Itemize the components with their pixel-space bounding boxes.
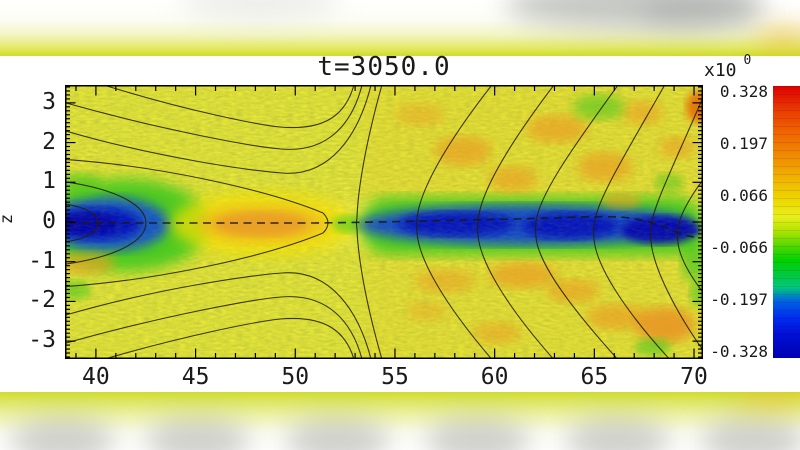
y-tick-label: -1 [28, 247, 56, 274]
y-tick-label: 2 [42, 128, 56, 155]
x-tick-label: 70 [680, 364, 708, 390]
x-tick-label: 65 [580, 364, 609, 390]
x-tick-label: 40 [82, 364, 110, 390]
axis-ticks [66, 86, 702, 358]
axes-frame [65, 85, 703, 359]
blur-smudge [738, 392, 800, 408]
blur-smudge [285, 418, 390, 450]
x-tick-label: 45 [181, 364, 210, 390]
top-letterbox-blur [0, 0, 800, 56]
y-tick-label: -3 [28, 327, 56, 354]
colorbar-tick-label: 0.197 [719, 133, 768, 153]
blur-smudge [10, 418, 115, 450]
colorbar-tick-label: -0.328 [710, 342, 768, 361]
heatmap-plot [65, 85, 703, 359]
blur-smudge [700, 418, 800, 450]
colorbar-tick-label: -0.197 [710, 290, 768, 310]
blur-smudge [640, 0, 760, 28]
colorbar-tick-label: 0.328 [719, 82, 768, 101]
y-axis-label: z [0, 214, 17, 224]
blur-smudge [180, 0, 340, 18]
scale-exponent: 0 [743, 53, 752, 68]
plot-title: t=3050.0 [317, 52, 451, 82]
y-tick-label: 3 [42, 88, 56, 115]
y-tick-label: 0 [42, 208, 56, 234]
y-tick-label: -2 [28, 287, 56, 314]
x-tick-label: 60 [480, 364, 509, 390]
colorbar-scale-label: x10 0 [704, 53, 751, 81]
blur-smudge [425, 418, 530, 450]
y-tick-label: 1 [42, 168, 56, 195]
colorbar-tick-label: -0.066 [710, 238, 768, 258]
blur-smudge [565, 418, 670, 450]
blur-smudge [145, 418, 250, 450]
colorbar [773, 86, 800, 358]
x-tick-label: 50 [281, 364, 310, 390]
bottom-letterbox-blur [0, 392, 800, 450]
x-tick-label: 55 [381, 364, 409, 390]
blur-smudge [754, 26, 800, 52]
scale-mantissa: x10 [704, 60, 737, 81]
colorbar-tick-label: 0.066 [719, 185, 768, 205]
neutral-line-dashed [68, 215, 701, 239]
